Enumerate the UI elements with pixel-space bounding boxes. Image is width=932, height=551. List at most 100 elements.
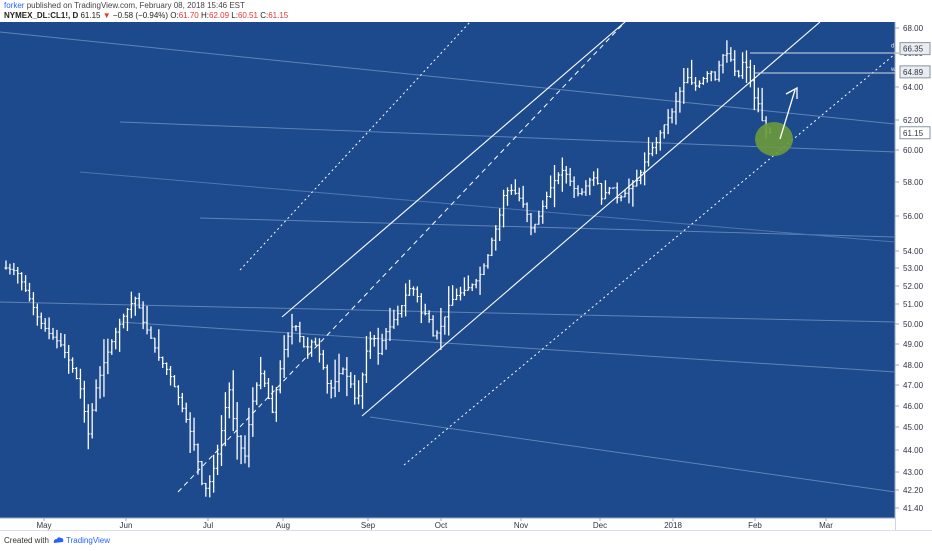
ohlc-bar — [16, 266, 20, 284]
published-text: published on TradingView.com, February 0… — [26, 1, 245, 10]
ohlc-bar — [325, 364, 329, 394]
ohlc-bar — [94, 379, 98, 412]
ohlc-bar — [678, 87, 682, 113]
ohlc-bar — [650, 142, 655, 157]
ohlc-bar — [646, 137, 651, 167]
x-tick-label: Dec — [593, 521, 607, 530]
ohlc-bar — [521, 185, 525, 208]
ohlc-bar — [329, 379, 333, 399]
ohlc-bar — [548, 175, 553, 198]
ohlc-bar — [435, 330, 439, 340]
ohlc-bar — [310, 339, 314, 357]
ohlc-bar — [513, 179, 517, 195]
ohlc-bar — [541, 200, 545, 224]
ohlc-bar — [23, 275, 28, 292]
tradingview-cloud-icon — [53, 537, 64, 543]
x-tick-label: Nov — [514, 521, 528, 530]
ohlc-bar — [451, 285, 455, 306]
ohlc-bar — [59, 333, 63, 348]
ohlc-bar — [51, 327, 55, 340]
ohlc-bar — [537, 210, 541, 225]
ohlc-bar — [372, 334, 376, 347]
ohlc-bar — [533, 223, 537, 233]
price-label-box — [899, 126, 931, 140]
ohlc-bar — [247, 407, 251, 468]
ohlc-bar — [552, 165, 557, 208]
ohlc-bar — [486, 254, 490, 269]
y-tick-label: 48.00 — [903, 361, 924, 370]
ohlc-bar — [431, 315, 435, 337]
time-axis — [0, 518, 895, 530]
ohlc-bar — [744, 50, 749, 83]
ohlc-bar — [576, 185, 580, 197]
y-axis-ticks: 68.0066.0064.0062.0060.0058.0056.0054.00… — [895, 24, 924, 513]
ohlc-bar — [568, 167, 572, 187]
ohlc-bar — [282, 335, 286, 379]
created-with-text: Created with — [4, 536, 49, 545]
pitchfork-outer-lower-dotted — [403, 53, 896, 466]
footer: Created with TradingView — [0, 530, 932, 551]
ohlc-bar — [204, 482, 208, 497]
ohlc-bar — [529, 213, 533, 236]
ohlc-bar — [321, 349, 325, 370]
y-tick-label: 50.00 — [903, 320, 924, 329]
plot-area — [0, 22, 895, 530]
ohlc-bar — [137, 292, 141, 309]
open-label: O: — [170, 11, 179, 20]
open-value: 61.70 — [178, 11, 199, 20]
ohlc-bar — [82, 380, 86, 423]
ohlc-bar — [298, 321, 302, 343]
ohlc-bar — [47, 317, 51, 340]
symbol-info: NYMEX_DL:CL1!, D 61.15 ▼ −0.58 (−0.94%) … — [4, 11, 288, 20]
y-tick-label: 42.20 — [903, 486, 924, 495]
price-label-value: 61.15 — [903, 129, 924, 138]
ohlc-bar — [498, 208, 502, 242]
ohlc-bar — [509, 184, 514, 195]
ohlc-bar — [427, 310, 431, 323]
y-tick-label: 68.00 — [903, 24, 924, 33]
pitchfork-lower-line — [361, 22, 821, 417]
ohlc-bar — [623, 189, 627, 198]
ohlc-bar — [392, 309, 396, 329]
ohlc-bar — [376, 327, 380, 365]
x-tick-label: Jun — [120, 521, 133, 530]
ohlc-bar — [165, 362, 169, 375]
ohlc-bar — [458, 286, 463, 301]
price-chart[interactable]: 68.0066.0064.0062.0060.0058.0056.0054.00… — [0, 22, 932, 530]
symbol-name: NYMEX_DL:CL1!, D — [4, 11, 79, 20]
ohlc-bar — [447, 286, 451, 336]
ohlc-bar — [86, 404, 90, 450]
ohlc-bar — [705, 71, 709, 83]
ohlc-bar — [196, 443, 200, 475]
ohlc-bar — [110, 339, 114, 355]
ohlc-bar — [607, 187, 611, 195]
ohlc-bar — [490, 237, 494, 257]
ohlc-bar — [407, 279, 412, 296]
author-link[interactable]: forker — [4, 1, 25, 10]
ohlc-bar — [125, 307, 130, 332]
price-label-box — [899, 65, 931, 79]
ohlc-bar — [360, 372, 365, 409]
ohlc-bar — [223, 392, 228, 447]
ohlc-bar — [501, 189, 506, 228]
ohlc-bar — [317, 338, 322, 363]
ohlc-bar — [364, 336, 369, 383]
ohlc-bar — [302, 336, 306, 348]
x-tick-label: Sep — [361, 521, 376, 530]
ohlc-bar — [419, 293, 423, 324]
ohlc-bar — [729, 47, 733, 62]
ohlc-bar — [286, 332, 290, 358]
y-tick-label: 51.00 — [903, 300, 924, 309]
ohlc-bar — [266, 377, 271, 400]
ohlc-bar — [168, 366, 173, 386]
ohlc-bar — [145, 305, 149, 335]
ohlc-bar — [584, 180, 588, 196]
ohlc-bar — [161, 356, 165, 369]
ohlc-bar — [176, 385, 180, 406]
ohlc-bar — [690, 59, 694, 85]
tradingview-link[interactable]: TradingView — [66, 536, 111, 545]
ohlc-bar — [306, 337, 310, 359]
ohlc-bar — [709, 70, 713, 82]
ohlc-bar — [8, 263, 12, 275]
x-tick-label: Oct — [435, 521, 448, 530]
